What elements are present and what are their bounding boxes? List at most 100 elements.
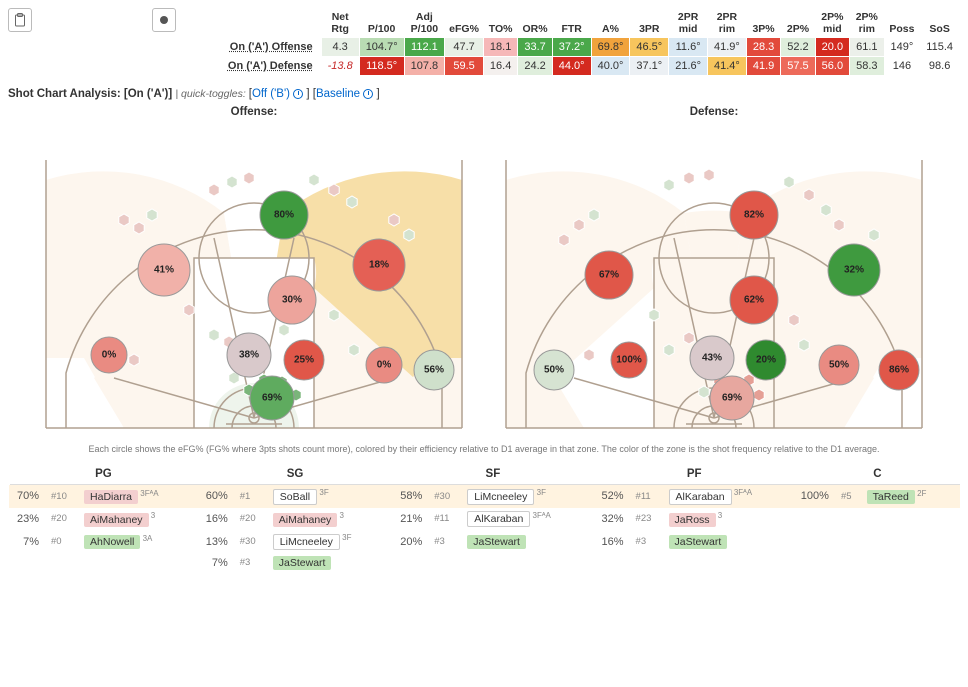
lineup-jersey: #20: [45, 508, 78, 531]
zone-circle[interactable]: 38%: [227, 333, 271, 377]
zone-circle[interactable]: 69%: [710, 376, 754, 420]
player-chip[interactable]: AiMahaney: [84, 513, 149, 527]
shot-hex: [799, 339, 809, 351]
player-chip[interactable]: AlKaraban: [467, 511, 530, 527]
zone-circle[interactable]: 0%: [91, 337, 127, 373]
lineup-player-cell[interactable]: JaStewart: [267, 553, 392, 573]
stats-cell: 146: [885, 57, 920, 75]
player-chip[interactable]: JaStewart: [669, 535, 728, 549]
svg-text:20%: 20%: [756, 355, 776, 366]
svg-text:80%: 80%: [274, 210, 294, 221]
lineup-player-cell[interactable]: [861, 553, 960, 573]
player-chip[interactable]: AiMahaney: [273, 513, 338, 527]
zone-circle[interactable]: 30%: [268, 276, 316, 324]
player-chip[interactable]: AlKaraban: [669, 489, 732, 505]
stats-cell: 57.5: [781, 57, 814, 75]
player-chip[interactable]: HaDiarra: [84, 490, 138, 504]
lineup-player-cell[interactable]: AhNowell 3A: [78, 530, 198, 553]
shot-hex: [869, 229, 879, 241]
player-chip[interactable]: TaReed: [867, 490, 915, 504]
toggle-off-b[interactable]: Off ('B'): [252, 88, 303, 100]
lineup-player-cell[interactable]: JaStewart: [663, 530, 795, 553]
lineup-jersey: #5: [835, 485, 861, 508]
lineup-player-cell[interactable]: SoBall 3F: [267, 485, 392, 508]
stats-cell: 52.2: [781, 38, 814, 56]
lineup-jersey: #0: [45, 530, 78, 553]
zone-circle[interactable]: 80%: [260, 191, 308, 239]
zone-circle[interactable]: 0%: [366, 347, 402, 383]
svg-text:62%: 62%: [744, 295, 764, 306]
lineup-player-cell[interactable]: [461, 553, 593, 573]
stats-col-header: 3P%: [747, 9, 780, 37]
svg-text:82%: 82%: [744, 210, 764, 221]
shot-chart-header: Shot Chart Analysis: [On ('A')] | quick-…: [8, 88, 960, 100]
svg-text:69%: 69%: [262, 393, 282, 404]
lineup-pct: [9, 553, 45, 573]
zone-circle[interactable]: 69%: [250, 376, 294, 420]
svg-text:100%: 100%: [616, 355, 642, 366]
player-chip[interactable]: LiMcneeley: [467, 489, 534, 505]
player-chip[interactable]: SoBall: [273, 489, 317, 505]
lineup-player-cell[interactable]: AiMahaney 3: [267, 508, 392, 531]
lineup-player-cell[interactable]: JaStewart: [461, 530, 593, 553]
zone-circle[interactable]: 25%: [284, 340, 324, 380]
zone-circle[interactable]: 100%: [611, 342, 647, 378]
lineup-pct: 58%: [392, 485, 428, 508]
shot-hex: [134, 222, 144, 234]
stats-col-header: A%: [592, 9, 630, 37]
lineup-player-cell[interactable]: AiMahaney 3: [78, 508, 198, 531]
svg-text:38%: 38%: [239, 350, 259, 361]
record-icon[interactable]: [152, 8, 176, 32]
lineup-player-cell[interactable]: HaDiarra 3FᴬA: [78, 485, 198, 508]
player-chip[interactable]: JaStewart: [273, 556, 332, 570]
lineup-jersey: [630, 553, 663, 573]
stats-cell: 21.6°: [669, 57, 707, 75]
zone-circle[interactable]: 50%: [819, 345, 859, 385]
zone-circle[interactable]: 41%: [138, 244, 190, 296]
toggle-baseline[interactable]: Baseline: [316, 88, 373, 100]
player-chip[interactable]: AhNowell: [84, 535, 140, 549]
lineup-player-cell[interactable]: [861, 530, 960, 553]
zone-circle[interactable]: 18%: [353, 239, 405, 291]
lineup-pct: 60%: [198, 485, 234, 508]
lineup-jersey: [45, 553, 78, 573]
shot-hex: [584, 349, 594, 361]
player-chip[interactable]: JaStewart: [467, 535, 526, 549]
zone-circle[interactable]: 32%: [828, 244, 880, 296]
zone-circle[interactable]: 82%: [730, 191, 778, 239]
clock-icon: [293, 89, 303, 99]
lineup-pct: 16%: [198, 508, 234, 531]
zone-circle[interactable]: 56%: [414, 350, 454, 390]
stats-cell: 149°: [885, 38, 920, 56]
zone-circle[interactable]: 62%: [730, 276, 778, 324]
lineup-player-cell[interactable]: AlKaraban 3FᴬA: [461, 508, 593, 531]
zone-circle[interactable]: 50%: [534, 350, 574, 390]
zone-circle[interactable]: 67%: [585, 251, 633, 299]
stats-cell: 24.2: [518, 57, 551, 75]
lineup-player-cell[interactable]: LiMcneeley 3F: [267, 530, 392, 553]
shot-charts-container: Offense: 0%41%80%18%30%38%25%0%56%69% De…: [8, 106, 960, 440]
zone-circle[interactable]: 43%: [690, 336, 734, 380]
lineup-player-cell[interactable]: [663, 553, 795, 573]
lineup-player-cell[interactable]: LiMcneeley 3F: [461, 485, 593, 508]
player-chip[interactable]: LiMcneeley: [273, 534, 340, 550]
stats-cell: 44.0°: [553, 57, 591, 75]
lineup-player-cell[interactable]: [861, 508, 960, 531]
lineup-jersey: [428, 553, 461, 573]
lineup-jersey: #11: [630, 485, 663, 508]
lineup-player-cell[interactable]: JaRoss 3: [663, 508, 795, 531]
zone-circle[interactable]: 86%: [879, 350, 919, 390]
lineup-pct: 52%: [594, 485, 630, 508]
clipboard-icon[interactable]: [8, 8, 32, 32]
lineup-player-cell[interactable]: AlKaraban 3FᴬA: [663, 485, 795, 508]
svg-text:32%: 32%: [844, 265, 864, 276]
lineup-player-cell[interactable]: TaReed 2F: [861, 485, 960, 508]
shot-hex: [209, 329, 219, 341]
lineup-player-cell[interactable]: [78, 553, 198, 573]
zone-circle[interactable]: 20%: [746, 340, 786, 380]
lineup-jersey: #3: [234, 553, 267, 573]
player-chip[interactable]: JaRoss: [669, 513, 716, 527]
lineup-pct: 20%: [392, 530, 428, 553]
svg-text:50%: 50%: [829, 360, 849, 371]
stats-cell: 28.3: [747, 38, 780, 56]
